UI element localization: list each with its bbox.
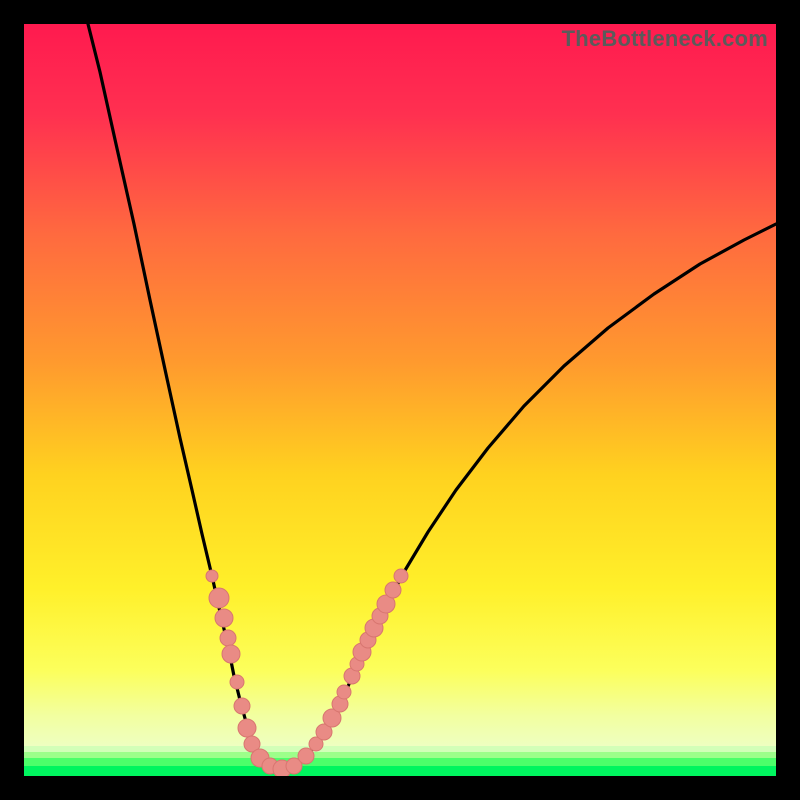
- curve-path: [88, 24, 776, 769]
- data-marker: [209, 588, 229, 608]
- data-marker: [238, 719, 256, 737]
- data-marker: [385, 582, 401, 598]
- data-marker: [394, 569, 408, 583]
- bottleneck-curve: [24, 24, 776, 776]
- data-marker: [215, 609, 233, 627]
- watermark-text: TheBottleneck.com: [562, 26, 768, 52]
- plot-area: TheBottleneck.com: [24, 24, 776, 776]
- data-marker: [337, 685, 351, 699]
- data-marker: [206, 570, 218, 582]
- data-marker: [230, 675, 244, 689]
- data-marker: [298, 748, 314, 764]
- data-marker: [234, 698, 250, 714]
- data-marker: [222, 645, 240, 663]
- chart-frame: TheBottleneck.com: [0, 0, 800, 800]
- data-marker: [220, 630, 236, 646]
